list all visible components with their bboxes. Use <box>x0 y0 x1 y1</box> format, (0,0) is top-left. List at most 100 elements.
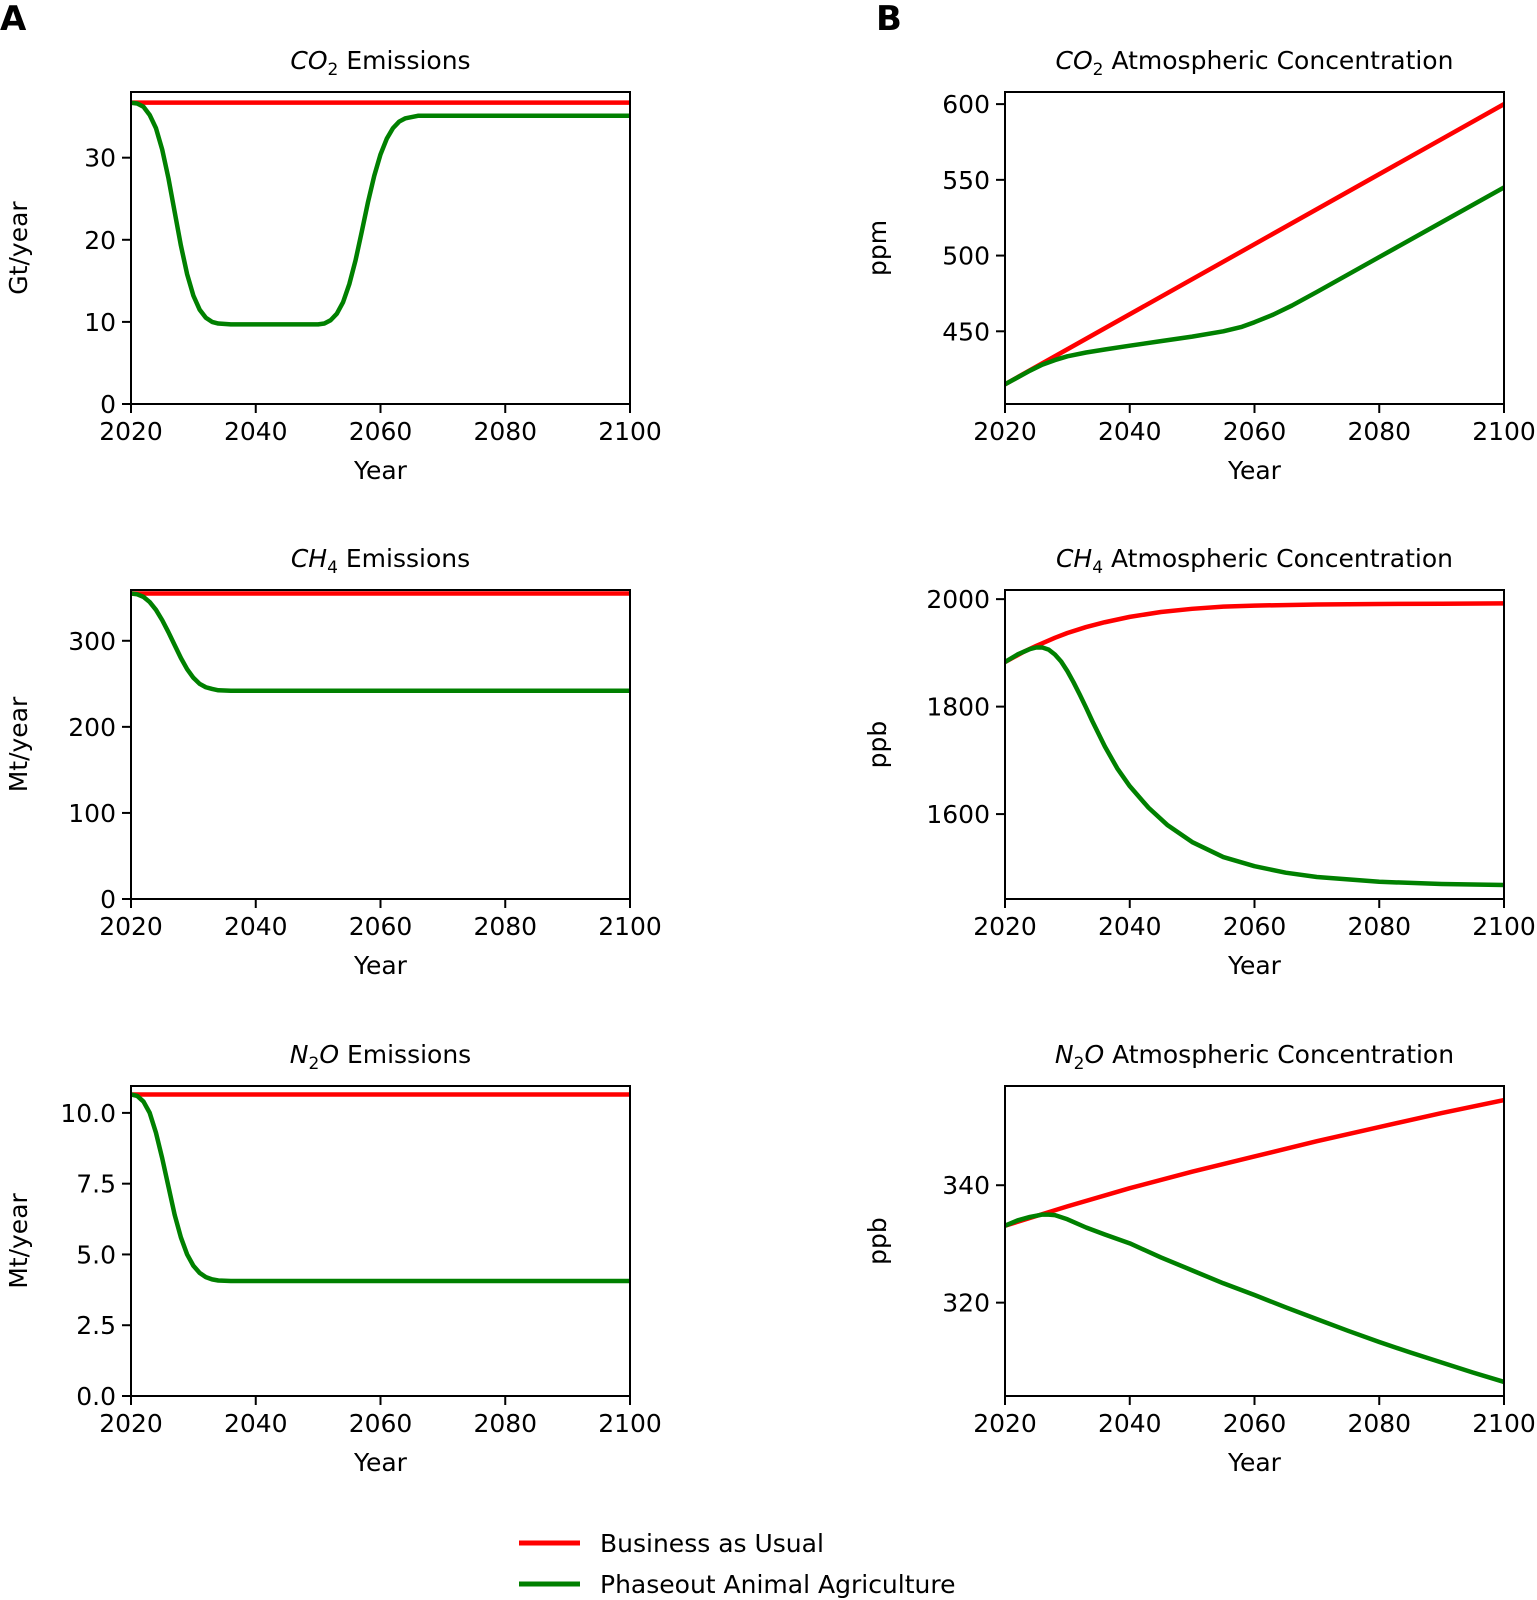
y-tick-label: 0 <box>100 390 116 419</box>
y-tick-label: 7.5 <box>76 1170 116 1199</box>
x-tick-label: 2080 <box>473 1409 537 1438</box>
x-axis-label: Year <box>1227 1448 1282 1477</box>
y-axis-label: Gt/year <box>4 201 33 295</box>
x-tick-label: 2020 <box>99 1409 163 1438</box>
x-tick-label: 2080 <box>473 912 537 941</box>
title-formula: N <box>290 1040 309 1069</box>
series-group <box>1005 102 1504 387</box>
x-tick-label: 2100 <box>598 1409 662 1438</box>
x-tick-label: 2040 <box>224 417 288 446</box>
axes-frame <box>1004 589 1505 900</box>
chart-title: CH4 Atmospheric Concentration <box>1056 544 1453 578</box>
axes-frame <box>130 589 631 900</box>
title-formula: CO <box>1056 46 1093 75</box>
panel-letter-b: B <box>876 0 902 39</box>
title-text: Emissions <box>339 1040 471 1069</box>
chart-panel-3: 2020 2040 2060 2080 2100 0 100 200 300 Year Mt/yea… <box>4 544 662 980</box>
x-tick-label: 2060 <box>1223 417 1287 446</box>
series-group <box>131 100 630 327</box>
title-text: Emissions <box>338 46 470 75</box>
x-tick-label: 2100 <box>598 912 662 941</box>
axes-frame <box>130 91 631 405</box>
y-axis-label: Mt/year <box>4 1192 33 1288</box>
title-subscript: 4 <box>327 558 338 578</box>
title-subscript: 2 <box>308 1054 319 1074</box>
x-tick-label: 2040 <box>1098 912 1162 941</box>
y-tick-label: 30 <box>84 144 116 173</box>
series-line-phaseout <box>1005 645 1504 888</box>
chart-panel-5: 2020 2040 2060 2080 2100 0.0 2.5 5.0 7.5 10.0 Year… <box>4 1040 662 1477</box>
x-tick-label: 2080 <box>473 417 537 446</box>
series-group <box>131 591 630 693</box>
x-tick-label: 2060 <box>1223 912 1287 941</box>
chart-panel-6: 2020 2040 2060 2080 2100 320 340 Year ppb N2O Atm… <box>863 1040 1536 1477</box>
chart-panel-4: 2020 2040 2060 2080 2100 1600 1800 2000 Year ppb C… <box>863 544 1536 980</box>
y-axis-label: ppb <box>863 1217 892 1265</box>
series-line-business-as-usual <box>1005 1097 1504 1228</box>
x-axis-label: Year <box>353 1448 408 1477</box>
x-tick-label: 2060 <box>349 912 413 941</box>
y-tick-label: 200 <box>68 713 116 742</box>
y-tick-label: 2.5 <box>76 1311 116 1340</box>
y-tick-label: 100 <box>68 799 116 828</box>
series-line-phaseout <box>131 591 630 693</box>
series-group <box>1005 1097 1504 1385</box>
title-subscript: 2 <box>328 60 339 80</box>
x-tick-label: 2040 <box>1098 417 1162 446</box>
y-tick-label: 1600 <box>926 800 990 829</box>
chart-title: CO2 Atmospheric Concentration <box>1056 46 1454 80</box>
title-formula-tail: O <box>319 1040 339 1069</box>
x-tick-label: 2080 <box>1347 417 1411 446</box>
axes-frame <box>1004 91 1505 405</box>
title-subscript: 2 <box>1093 60 1104 80</box>
y-tick-label: 0.0 <box>76 1382 116 1411</box>
title-formula: CO <box>290 46 327 75</box>
x-tick-label: 2060 <box>349 417 413 446</box>
y-tick-label: 1800 <box>926 693 990 722</box>
series-line-phaseout <box>131 100 630 327</box>
x-tick-label: 2020 <box>973 417 1037 446</box>
y-tick-label: 550 <box>942 166 990 195</box>
chart-panel-2: 2020 2040 2060 2080 2100 450 500 550 600 Year ppm C… <box>863 46 1536 485</box>
x-tick-label: 2080 <box>1347 1409 1411 1438</box>
x-axis-label: Year <box>353 456 408 485</box>
y-tick-label: 10.0 <box>60 1099 116 1128</box>
title-text: Emissions <box>338 544 470 573</box>
x-tick-label: 2100 <box>1472 1409 1536 1438</box>
y-tick-label: 340 <box>942 1171 990 1200</box>
legend-label-bau: Business as Usual <box>600 1529 824 1558</box>
title-formula: N <box>1055 1040 1074 1069</box>
x-tick-label: 2060 <box>349 1409 413 1438</box>
y-tick-label: 300 <box>68 627 116 656</box>
chart-panel-1: 2020 2040 2060 2080 2100 0 10 20 30 Year Gt/year CO… <box>4 46 662 485</box>
x-axis-label: Year <box>1227 951 1282 980</box>
series-line-phaseout <box>131 1092 630 1284</box>
x-tick-label: 2040 <box>1098 1409 1162 1438</box>
x-tick-label: 2100 <box>1472 417 1536 446</box>
title-formula-tail: O <box>1084 1040 1104 1069</box>
title-text: Atmospheric Concentration <box>1103 544 1453 573</box>
title-subscript: 2 <box>1074 1054 1085 1074</box>
legend-label-phaseout: Phaseout Animal Agriculture <box>600 1570 955 1599</box>
y-tick-label: 500 <box>942 242 990 271</box>
y-tick-label: 450 <box>942 317 990 346</box>
x-tick-label: 2020 <box>99 417 163 446</box>
chart-title: CH4 Emissions <box>291 544 470 578</box>
x-tick-label: 2100 <box>598 417 662 446</box>
x-axis-label: Year <box>353 951 408 980</box>
chart-title: N2O Atmospheric Concentration <box>1055 1040 1454 1074</box>
axes-frame <box>130 1085 631 1397</box>
x-tick-label: 2020 <box>99 912 163 941</box>
series-line-phaseout <box>1005 185 1504 387</box>
x-tick-label: 2040 <box>224 1409 288 1438</box>
axes-frame <box>1004 1085 1505 1397</box>
series-line-business-as-usual <box>1005 601 1504 664</box>
title-formula: CH <box>291 544 327 573</box>
chart-title: N2O Emissions <box>290 1040 471 1074</box>
series-line-business-as-usual <box>1005 102 1504 387</box>
y-tick-label: 600 <box>942 90 990 119</box>
series-group <box>1005 601 1504 888</box>
y-tick-label: 20 <box>84 226 116 255</box>
y-tick-label: 0 <box>100 885 116 914</box>
